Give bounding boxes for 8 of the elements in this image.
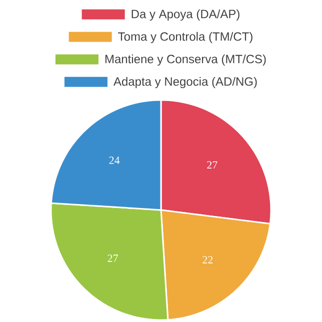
legend-label: Da y Apoya (DA/AP)	[132, 9, 240, 21]
data-label: 27	[207, 161, 218, 169]
legend-label: Toma y Controla (TM/CT)	[118, 32, 252, 44]
data-label: 24	[109, 156, 120, 164]
legend-label: Adapta y Negocia (AD/NG)	[114, 76, 257, 88]
data-label: 27	[108, 254, 118, 262]
legend-label: Mantiene y Conserva (MT/CS)	[105, 54, 266, 66]
data-label: 22	[202, 256, 213, 264]
